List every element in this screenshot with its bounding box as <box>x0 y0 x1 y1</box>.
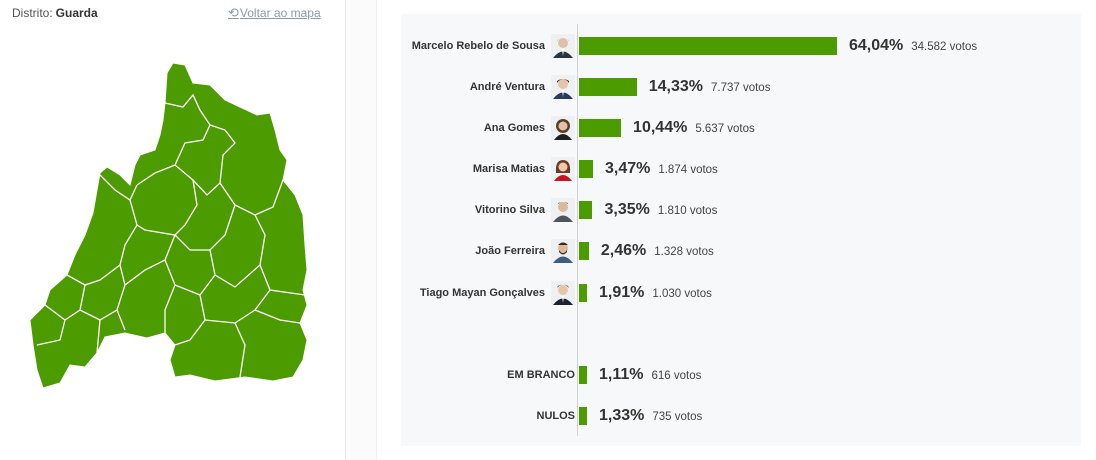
result-row: João Ferreira 2,46% 1.328 votos <box>401 234 1081 268</box>
votes-label: 616 votos <box>651 370 702 382</box>
candidate-name: Marcelo Rebelo de Sousa <box>411 40 545 52</box>
district-label: Distrito: Guarda <box>12 6 98 20</box>
percent-label: 14,33% <box>648 78 703 95</box>
candidate-name: André Ventura <box>469 81 545 93</box>
result-row: Marisa Matias 3,47% 1.874 votos <box>401 152 1081 186</box>
votes-label: 1.874 votos <box>658 164 718 176</box>
back-to-map-link[interactable]: ⟲ Voltar ao mapa <box>228 5 321 21</box>
result-row: EM BRANCO 1,11% 616 votos <box>401 358 1081 392</box>
votes-label: 735 votos <box>652 411 703 423</box>
result-row: NULOS 1,33% 735 votos <box>401 399 1081 433</box>
result-row: Ana Gomes 10,44% 5.637 votos <box>401 111 1081 145</box>
candidate-avatar <box>551 116 575 140</box>
undo-icon: ⟲ <box>228 5 239 20</box>
panel-gutter <box>346 0 377 460</box>
candidate-name: Vitorino Silva <box>474 204 545 216</box>
result-value: 10,44% 5.637 votos <box>633 119 755 137</box>
votes-label: 5.637 votos <box>695 123 755 135</box>
chart-axis-line <box>577 24 578 436</box>
result-row: Tiago Mayan Gonçalves 1,91% 1.030 votos <box>401 276 1081 310</box>
percent-label: 3,47% <box>604 160 651 177</box>
votes-label: 1.810 votos <box>657 205 718 217</box>
percent-label: 1,11% <box>599 366 644 383</box>
result-row: André Ventura 14,33% 7.737 votos <box>401 70 1081 104</box>
candidate-name: Ana Gomes <box>483 122 545 134</box>
candidate-name: Tiago Mayan Gonçalves <box>419 287 545 299</box>
candidate-avatar <box>551 75 575 99</box>
candidate-name: NULOS <box>536 410 576 422</box>
result-value: 2,46% 1.328 votos <box>601 242 714 260</box>
results-chart: Marcelo Rebelo de Sousa 64,04% 34.582 voto… <box>401 14 1081 446</box>
candidate-avatar <box>551 157 575 181</box>
result-value: 14,33% 7.737 votos <box>649 78 771 96</box>
percent-label: 2,46% <box>600 242 647 259</box>
result-value: 1,11% 616 votos <box>599 366 701 384</box>
result-bar <box>579 119 622 137</box>
votes-label: 1.328 votos <box>654 246 714 258</box>
result-bar <box>579 78 637 96</box>
result-value: 3,35% 1.810 votos <box>604 201 717 219</box>
candidate-name: Marisa Matias <box>472 163 545 175</box>
percent-label: 1,91% <box>599 284 645 301</box>
percent-label: 1,33% <box>599 407 645 424</box>
candidate-avatar <box>551 239 575 263</box>
gutter-divider <box>376 0 377 460</box>
map-panel: Distrito: Guarda ⟲ Voltar ao mapa <box>0 0 345 460</box>
candidate-avatar <box>551 34 575 58</box>
back-to-map-label: Voltar ao mapa <box>239 6 321 20</box>
district-map-shape <box>29 62 308 389</box>
district-map[interactable] <box>25 55 315 395</box>
candidate-avatar <box>551 198 575 222</box>
result-bar <box>579 37 837 55</box>
result-bar <box>579 366 587 384</box>
panel-divider <box>345 0 346 460</box>
result-row: Vitorino Silva 3,35% 1.810 votos <box>401 193 1081 227</box>
votes-label: 34.582 votos <box>911 41 978 53</box>
result-bar <box>579 284 587 302</box>
candidate-name: EM BRANCO <box>507 369 575 381</box>
candidate-avatar <box>551 281 575 305</box>
percent-label: 64,04% <box>849 37 904 54</box>
district-name: Guarda <box>55 6 98 20</box>
candidate-name: João Ferreira <box>475 245 545 257</box>
result-row: Marcelo Rebelo de Sousa 64,04% 34.582 voto… <box>401 29 1081 63</box>
result-bar <box>579 407 587 425</box>
result-value: 1,91% 1.030 votos <box>599 284 712 302</box>
percent-label: 3,35% <box>604 201 650 218</box>
result-bar <box>579 201 593 219</box>
result-value: 64,04% 34.582 votos <box>849 37 977 55</box>
percent-label: 10,44% <box>633 119 688 136</box>
votes-label: 1.030 votos <box>652 288 712 300</box>
result-bar <box>579 160 593 178</box>
votes-label: 7.737 votos <box>710 82 771 94</box>
result-bar <box>579 242 589 260</box>
result-value: 1,33% 735 votos <box>599 407 702 425</box>
district-label-text: Distrito: <box>12 6 53 20</box>
result-value: 3,47% 1.874 votos <box>605 160 718 178</box>
municipality-borders <box>36 93 306 378</box>
